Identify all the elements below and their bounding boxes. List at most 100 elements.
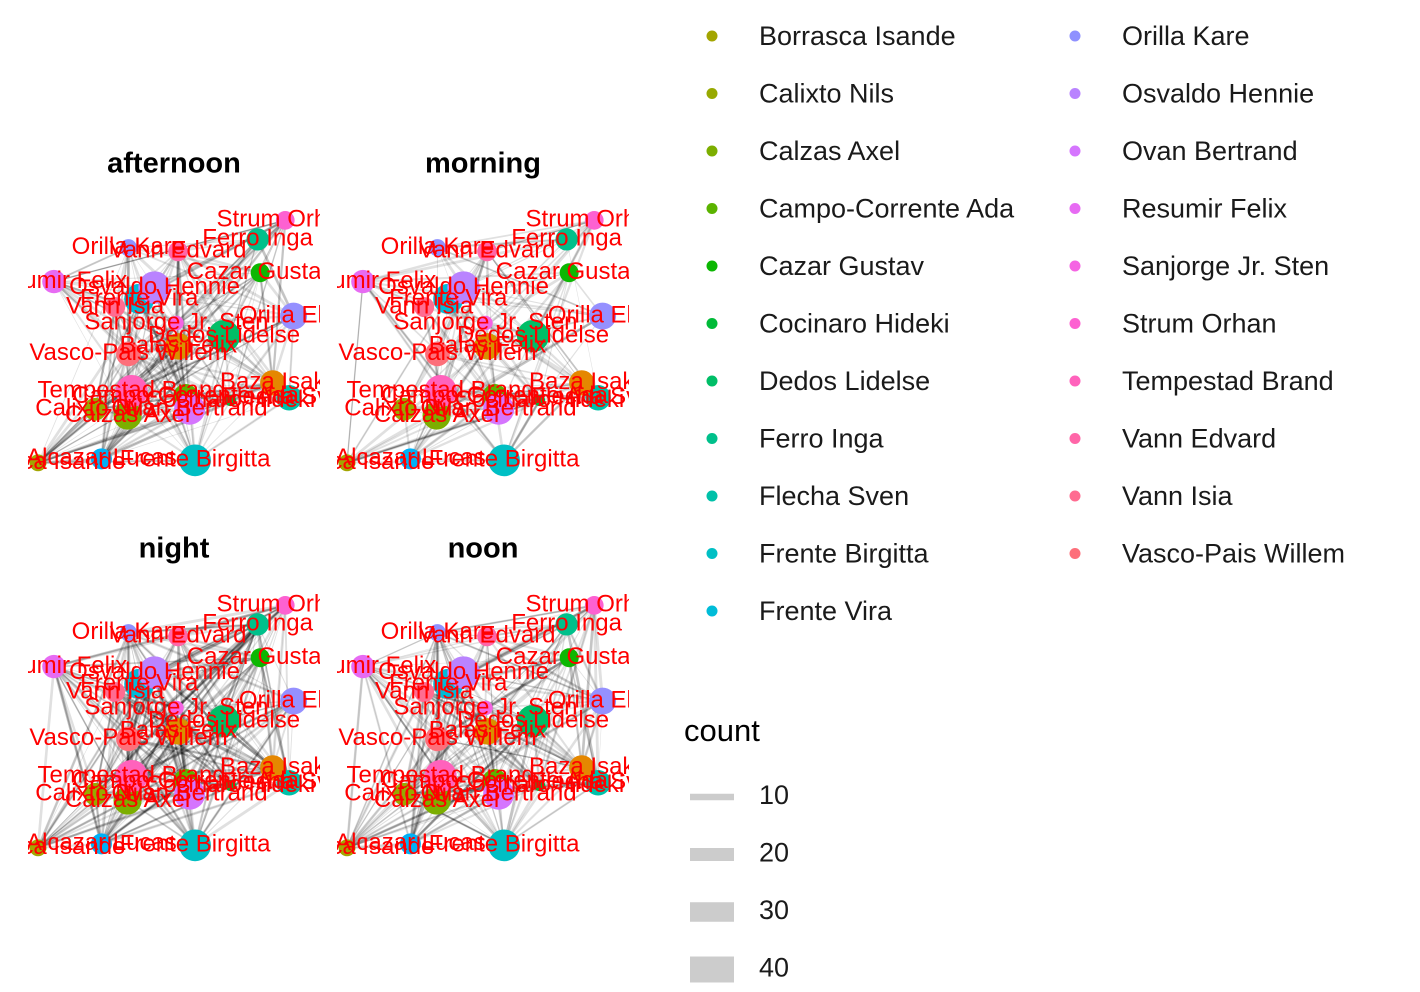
edge xyxy=(130,623,259,777)
edge xyxy=(128,738,196,846)
edge xyxy=(52,665,197,847)
edge xyxy=(101,782,290,845)
node xyxy=(392,397,416,421)
edge xyxy=(100,247,130,459)
node xyxy=(478,700,493,716)
edge xyxy=(346,780,495,849)
edge xyxy=(494,382,582,398)
edge xyxy=(346,657,570,849)
node xyxy=(119,239,137,257)
edge xyxy=(36,683,141,849)
edge xyxy=(259,605,286,659)
edge xyxy=(37,842,102,849)
node-label: Tempestad Brand xyxy=(38,376,226,403)
node xyxy=(275,595,295,615)
node-label: Calzas Axel xyxy=(65,401,190,428)
edge xyxy=(127,247,191,410)
edge xyxy=(440,700,604,778)
edge xyxy=(53,247,129,283)
node xyxy=(174,778,206,810)
facet-title: night xyxy=(139,533,210,565)
node-label: Baza Isak xyxy=(220,753,326,780)
edge xyxy=(53,666,186,782)
node xyxy=(425,341,450,367)
edge xyxy=(128,272,261,355)
edge xyxy=(229,220,286,401)
node-label: Orilla Kare xyxy=(72,618,185,645)
node xyxy=(589,687,617,715)
edge xyxy=(175,623,259,710)
edge xyxy=(177,656,262,733)
edge xyxy=(486,219,595,253)
edge xyxy=(37,731,179,849)
facet-title: noon xyxy=(448,533,519,565)
edge xyxy=(437,238,567,249)
node xyxy=(276,385,302,411)
edge xyxy=(259,605,286,658)
edge xyxy=(131,700,294,777)
edge xyxy=(138,683,187,783)
edge xyxy=(177,250,295,318)
edge xyxy=(36,286,156,464)
node xyxy=(29,839,47,857)
node-label: Osvaldo Hennie xyxy=(378,658,549,685)
edge xyxy=(37,408,97,464)
edge xyxy=(37,219,287,464)
edge xyxy=(565,623,604,702)
legend-key xyxy=(1069,318,1081,329)
edge xyxy=(178,624,258,732)
edge xyxy=(127,396,290,417)
edge xyxy=(409,672,465,845)
node-label: Alcazar Lucas xyxy=(335,444,486,471)
node-label: Orilla Elsa xyxy=(548,301,658,328)
node xyxy=(478,315,493,331)
edge xyxy=(503,657,570,846)
edge xyxy=(175,251,180,324)
edge xyxy=(100,298,141,460)
edge xyxy=(346,843,411,849)
edge xyxy=(361,666,412,845)
node-label: Borrasca Isande xyxy=(0,448,125,475)
node-label: Vasco-Pais Willem xyxy=(338,339,536,366)
node-label: Frente Birgitta xyxy=(429,446,580,473)
edge xyxy=(37,407,191,465)
edge xyxy=(101,672,155,844)
node-label: Cocinaro Hideki xyxy=(455,771,624,798)
node-label: Vann Isia xyxy=(66,292,165,319)
edge xyxy=(94,306,117,410)
edge xyxy=(346,793,499,849)
edge xyxy=(127,623,259,740)
node-label: Strum Orhan xyxy=(526,206,663,233)
node xyxy=(584,595,604,615)
edge xyxy=(114,691,290,784)
edge xyxy=(154,656,261,675)
edge xyxy=(184,604,287,783)
node xyxy=(516,704,550,738)
edge xyxy=(153,672,197,846)
edge xyxy=(409,632,439,844)
node-label: Osvaldo Hennie xyxy=(69,273,240,300)
node-label: Campo-Corrente Ada xyxy=(381,382,608,409)
edge xyxy=(271,605,287,768)
node xyxy=(115,374,148,408)
edge xyxy=(440,389,599,399)
edge xyxy=(177,636,231,786)
edge xyxy=(177,250,274,384)
edge xyxy=(437,246,603,317)
edge xyxy=(101,781,187,845)
node-label: Campo-Corrente Ada xyxy=(72,767,299,794)
node xyxy=(168,626,188,647)
edge xyxy=(436,700,604,802)
edge xyxy=(37,793,96,849)
edge xyxy=(409,719,535,845)
edge xyxy=(503,782,599,846)
edge xyxy=(37,239,258,463)
edge xyxy=(53,666,231,786)
edge xyxy=(592,605,604,702)
node xyxy=(533,779,546,792)
edge xyxy=(37,238,259,464)
legend-key xyxy=(1069,88,1081,99)
edge xyxy=(539,315,604,401)
